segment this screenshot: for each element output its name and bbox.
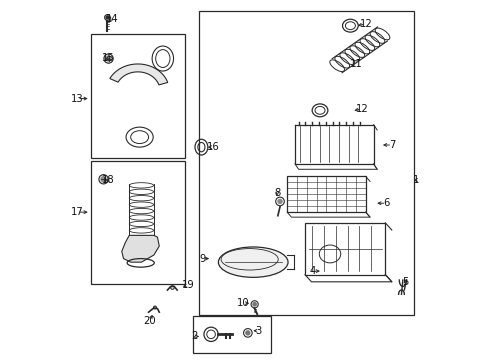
Text: 18: 18 (102, 175, 115, 185)
Text: 8: 8 (274, 188, 280, 198)
Text: 2: 2 (191, 332, 197, 342)
Text: 11: 11 (350, 59, 363, 69)
Circle shape (245, 331, 250, 335)
Text: 12: 12 (356, 104, 368, 113)
Text: 19: 19 (181, 280, 194, 291)
Bar (91, 161, 185, 284)
Text: 15: 15 (102, 53, 115, 63)
Circle shape (104, 54, 113, 63)
Text: 14: 14 (106, 14, 119, 23)
Text: 1: 1 (413, 175, 419, 185)
Bar (91, 34, 185, 158)
Bar (287, 176, 366, 212)
Bar (305, 223, 386, 275)
Polygon shape (110, 64, 168, 85)
Text: 4: 4 (310, 266, 316, 276)
Circle shape (106, 56, 111, 61)
Text: 12: 12 (360, 18, 373, 28)
Text: 17: 17 (71, 207, 83, 217)
Polygon shape (122, 235, 159, 262)
Text: 20: 20 (143, 316, 156, 326)
Text: 5: 5 (402, 277, 408, 287)
Text: 16: 16 (206, 142, 219, 152)
Text: 10: 10 (237, 298, 249, 308)
Text: 13: 13 (71, 94, 83, 104)
Circle shape (99, 175, 108, 184)
Text: 3: 3 (255, 326, 262, 336)
Circle shape (253, 302, 256, 306)
Text: 6: 6 (383, 198, 390, 208)
Ellipse shape (219, 247, 288, 277)
Text: 9: 9 (199, 253, 206, 264)
Text: 7: 7 (389, 140, 395, 150)
Bar (198, 12, 414, 315)
Circle shape (104, 15, 110, 20)
Circle shape (106, 16, 109, 19)
Bar (193, 316, 270, 353)
Circle shape (278, 199, 282, 203)
Circle shape (101, 177, 106, 182)
